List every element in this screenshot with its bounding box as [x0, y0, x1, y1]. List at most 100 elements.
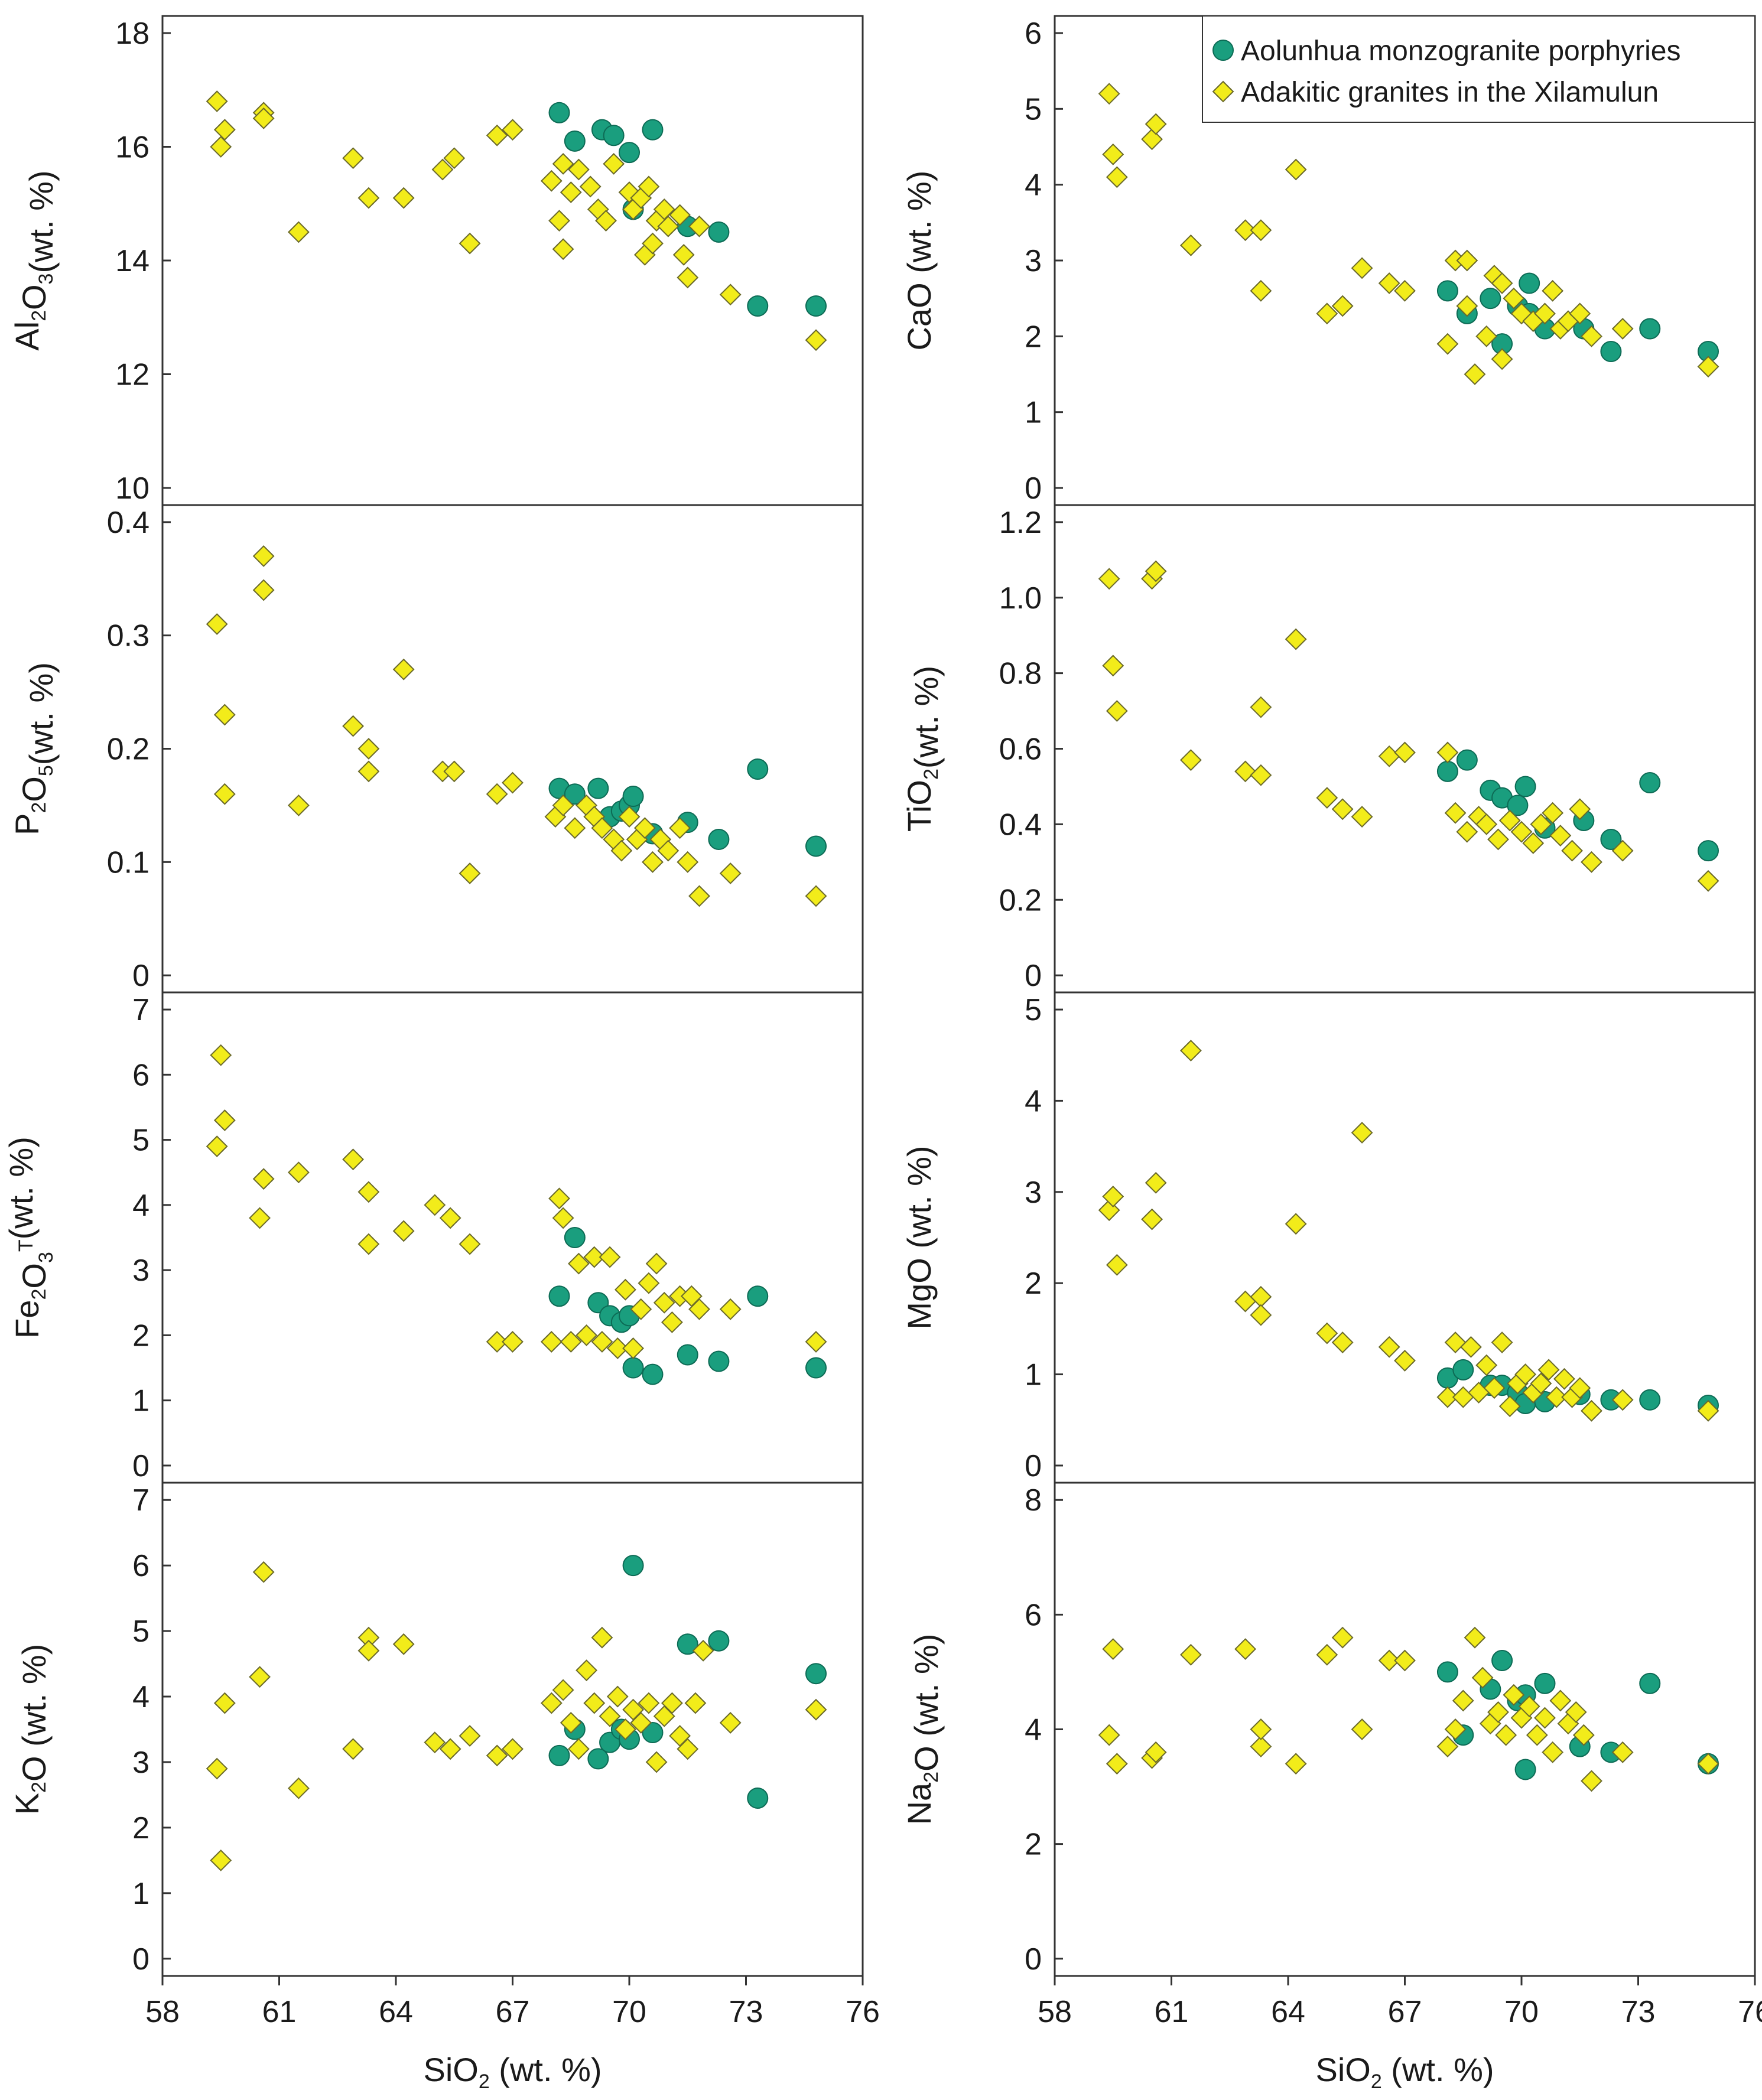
mgo-y-axis-title: MgO (wt. %) — [900, 1145, 938, 1329]
mgo-porphyry-point — [1639, 1389, 1661, 1411]
panel-na2o: 0 2 4 6 8 Na2O (wt. %) 58 61 64 67 70 73 76 SiO2 (wt.… — [900, 1482, 1762, 2093]
p2o5-adakite-point — [633, 817, 656, 839]
mgo-adakite-point — [1553, 1368, 1575, 1390]
tio2-adakite-point — [1180, 749, 1202, 771]
fe2o3-adakite-point — [622, 1337, 644, 1359]
cao-adakite-point — [1464, 363, 1486, 385]
tio2-adakite-point — [1098, 568, 1120, 590]
tio2-porphyry-point — [1436, 760, 1458, 782]
na2o-adakite-point — [1487, 1701, 1509, 1723]
mgo-adakite-point — [1537, 1359, 1560, 1381]
al2o3-adakite-point — [672, 243, 695, 266]
tio2-adakite-point — [1542, 802, 1564, 824]
fe2o3-porphyry-point — [747, 1285, 769, 1307]
mgo-adakite-point — [1491, 1331, 1513, 1353]
k2o-porphyry-point — [708, 1630, 730, 1652]
fe2o3-porphyry-point — [677, 1344, 698, 1366]
k2o-ytick-label: 5 — [132, 1614, 149, 1649]
cao-adakite-point — [1534, 302, 1556, 325]
mgo-adakite-point — [1394, 1349, 1416, 1372]
cao-adakite-point — [1180, 234, 1202, 256]
na2o-adakite-point — [1102, 1638, 1124, 1661]
fe2o3-adakite-point — [424, 1194, 446, 1216]
p2o5-adakite-point — [357, 738, 380, 760]
k2o-xtick-label: 70 — [612, 1995, 646, 2029]
tio2-adakite-point — [1561, 839, 1583, 862]
fe2o3-porphyry-point — [564, 1227, 586, 1248]
na2o-xtick-label: 61 — [1155, 1995, 1189, 2029]
al2o3-porphyry-point — [747, 295, 769, 317]
mgo-adakite-point — [1351, 1122, 1373, 1144]
k2o-adakite-point — [599, 1705, 621, 1727]
p2o5-adakite-point — [805, 885, 827, 907]
al2o3-adakite-point — [805, 329, 827, 351]
na2o-adakite-point — [1549, 1689, 1572, 1712]
na2o-porphyry-point — [1639, 1672, 1661, 1694]
k2o-ytick-label: 4 — [132, 1680, 149, 1714]
na2o-adakite-point — [1394, 1649, 1416, 1672]
k2o-x-axis-title: SiO2 (wt. %) — [423, 2051, 602, 2093]
cao-ytick-label: 5 — [1025, 92, 1042, 126]
na2o-adakite-point — [1464, 1626, 1486, 1649]
tio2-adakite-point — [1378, 745, 1400, 767]
k2o-adakite-point — [805, 1698, 827, 1721]
cao-adakite-point — [1456, 249, 1478, 272]
k2o-adakite-point — [560, 1711, 582, 1734]
p2o5-porphyry-point — [708, 828, 730, 850]
k2o-ytick-label: 0 — [132, 1942, 149, 1977]
tio2-adakite-point — [1498, 809, 1521, 832]
al2o3-adakite-point — [688, 215, 710, 237]
cao-adakite-point — [1250, 219, 1272, 242]
na2o-adakite-point — [1351, 1718, 1373, 1740]
p2o5-adakite-point — [564, 817, 586, 839]
mgo-porphyry-point — [1452, 1359, 1474, 1381]
fe2o3-adakite-point — [661, 1311, 683, 1333]
mgo-adakite-point — [1475, 1354, 1498, 1376]
al2o3-adakite-point — [638, 175, 660, 198]
na2o-xtick-label: 76 — [1738, 1995, 1762, 2029]
cao-adakite-point — [1542, 279, 1564, 302]
al2o3-adakite-point — [459, 232, 481, 255]
p2o5-adakite-point — [213, 783, 236, 805]
k2o-adakite-point — [692, 1639, 714, 1662]
tio2-adakite-point — [1475, 813, 1498, 835]
na2o-adakite-point — [1572, 1724, 1595, 1746]
k2o-adakite-point — [568, 1738, 590, 1760]
mgo-adakite-point — [1316, 1322, 1338, 1344]
p2o5-adakite-point — [591, 817, 613, 839]
k2o-adakite-point — [630, 1711, 652, 1734]
fe2o3-adakite-point — [653, 1291, 675, 1314]
al2o3-adakite-point — [342, 147, 364, 170]
fe2o3-adakite-point — [638, 1272, 660, 1294]
p2o5-adakite-point — [357, 760, 380, 783]
na2o-ytick-label: 0 — [1025, 1942, 1042, 1977]
cao-adakite-point — [1145, 113, 1167, 135]
fe2o3-adakite-point — [252, 1168, 275, 1190]
mgo-adakite-point — [1141, 1208, 1163, 1230]
cao-adakite-point — [1581, 325, 1602, 347]
al2o3-ytick-label: 14 — [115, 244, 149, 278]
p2o5-porphyry-point — [805, 835, 827, 857]
k2o-xtick-label: 73 — [729, 1995, 763, 2029]
tio2-adakite-point — [1697, 870, 1719, 892]
na2o-xtick-label: 58 — [1038, 1995, 1072, 2029]
fe2o3-porphyry-point — [622, 1357, 644, 1379]
cao-ytick-label: 2 — [1025, 320, 1042, 354]
fe2o3-adakite-point — [459, 1233, 481, 1255]
tio2-adakite-point — [1316, 787, 1338, 809]
mgo-adakite-point — [1180, 1040, 1202, 1062]
fe2o3-adakite-point — [606, 1337, 629, 1359]
al2o3-adakite-point — [677, 266, 699, 289]
na2o-adakite-point — [1495, 1724, 1517, 1746]
na2o-adakite-point — [1106, 1753, 1128, 1775]
mgo-adakite-point — [1460, 1336, 1482, 1358]
p2o5-porphyry-point — [587, 777, 609, 799]
al2o3-adakite-point — [552, 152, 574, 175]
fe2o3-ytick-label: 2 — [132, 1318, 149, 1353]
na2o-adakite-point — [1518, 1695, 1540, 1718]
k2o-adakite-point — [684, 1692, 707, 1714]
cao-porphyry-point — [1639, 318, 1661, 340]
tio2-ytick-label: 0 — [1025, 959, 1042, 993]
al2o3-adakite-point — [357, 187, 380, 209]
p2o5-adakite-point — [392, 658, 415, 681]
